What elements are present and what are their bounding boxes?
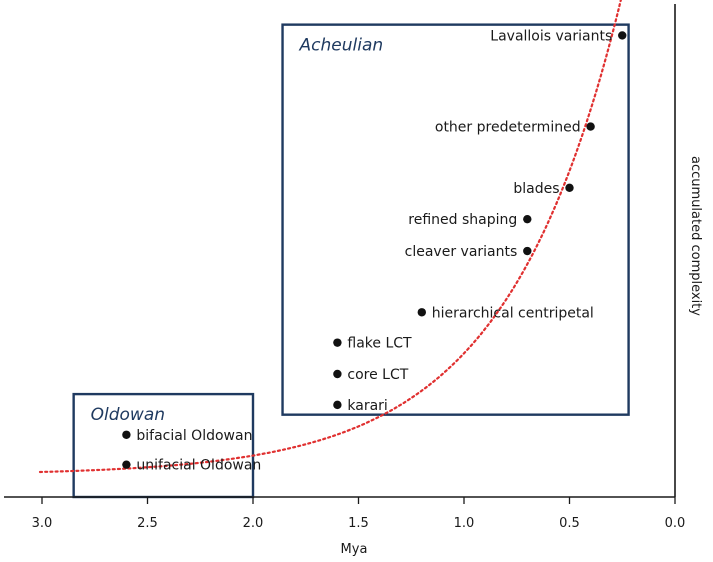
x-tick-label: 1.0	[454, 516, 475, 531]
data-point-label: unifacial Oldowan	[136, 458, 261, 474]
data-point	[586, 122, 595, 131]
data-point	[618, 31, 627, 40]
data-points: unifacial Oldowan bifacial Oldowan karari c…	[122, 28, 627, 474]
group-label-acheulian: Acheulian	[299, 36, 384, 56]
x-tick-label: 0.0	[665, 516, 686, 531]
data-point	[523, 214, 532, 224]
trend-curve	[38, 0, 622, 474]
data-point	[333, 400, 342, 410]
trend-curve-layer	[38, 0, 622, 474]
data-point	[333, 338, 342, 347]
data-point-label: refined shaping	[408, 212, 517, 228]
x-tick-label: 2.5	[137, 516, 158, 531]
axes: 3.0 2.5 2.0 1.5 1.0 0.5 0.0 Mya accumulated co…	[4, 4, 703, 557]
group-box-acheulian	[281, 23, 630, 416]
data-point	[122, 430, 131, 439]
x-axis-title: Mya	[341, 542, 368, 557]
x-axis-ticks: 3.0 2.5 2.0 1.5 1.0 0.5 0.0	[32, 497, 686, 531]
data-point	[333, 369, 342, 379]
x-tick-label: 3.0	[32, 516, 53, 531]
y-axis-title: accumulated complexity	[688, 156, 703, 316]
x-tick-label: 2.0	[243, 516, 264, 531]
group-label-oldowan: Oldowan	[91, 405, 165, 425]
data-point	[122, 460, 131, 469]
x-tick-label: 1.5	[348, 516, 369, 531]
data-point	[523, 246, 532, 256]
data-point-label: core LCT	[347, 367, 408, 383]
data-point-label: other predetermined	[435, 120, 581, 136]
data-point-label: blades	[513, 181, 559, 197]
data-point-label: karari	[347, 398, 387, 414]
data-point-label: flake LCT	[347, 336, 412, 352]
data-point	[417, 308, 426, 317]
data-point-label: Lavallois variants	[490, 28, 612, 44]
data-point-label: hierarchical centripetal	[432, 305, 594, 321]
data-point	[565, 183, 574, 193]
data-point-label: cleaver variants	[405, 244, 518, 260]
data-point-label: bifacial Oldowan	[136, 428, 252, 444]
x-tick-label: 0.5	[559, 516, 580, 531]
group-boxes: Oldowan Acheulian	[72, 23, 630, 499]
